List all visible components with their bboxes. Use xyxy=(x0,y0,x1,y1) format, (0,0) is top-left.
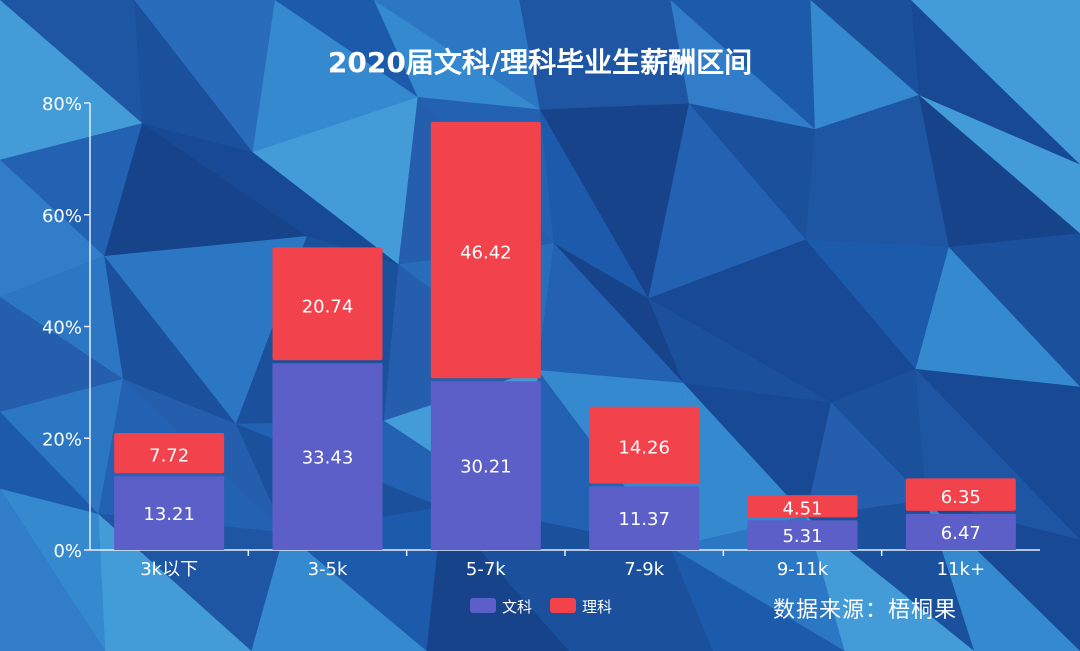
chart-title: 2020届文科/理科毕业生薪酬区间 xyxy=(328,46,752,79)
background-polygon xyxy=(0,123,143,257)
background-polygon xyxy=(0,488,106,651)
background-polygon xyxy=(910,0,1080,165)
background-polygon xyxy=(810,0,919,130)
bar-value-label: 4.51 xyxy=(782,499,822,520)
bar-segment xyxy=(114,476,225,550)
background-polygon xyxy=(948,233,1080,387)
bar-value-label: 14.26 xyxy=(618,438,670,459)
background-polygon xyxy=(688,103,815,240)
background-polygon xyxy=(0,488,106,651)
bar-value-label: 33.43 xyxy=(302,448,354,469)
background-polygon xyxy=(648,239,831,403)
legend-label: 文科 xyxy=(502,598,532,616)
background-polygon xyxy=(537,243,684,383)
bars: 13.21 7.72 33.43 20.74 30.21 46.42 11.37 14.26 5… xyxy=(114,121,1016,550)
background-polygon xyxy=(648,298,831,403)
bar-segment xyxy=(430,381,541,550)
background-polygon xyxy=(648,103,806,299)
bar-segment xyxy=(589,486,700,550)
bar-segment xyxy=(905,513,1016,550)
background-polygon xyxy=(805,129,949,248)
background-polygon xyxy=(519,0,689,110)
legend: 文科 理科 xyxy=(470,598,612,616)
background-polygon xyxy=(534,520,713,651)
bar-segment xyxy=(905,478,1016,511)
bar-value-label: 7.72 xyxy=(149,446,189,467)
legend-swatch xyxy=(470,598,496,613)
bar-value-label: 6.35 xyxy=(941,487,981,508)
x-tick-label: 7-9k xyxy=(624,559,664,580)
background-polygon xyxy=(806,402,926,517)
background-polygon xyxy=(251,532,427,651)
axes: 0% 20% 40% 60% 80% 3k以下 3-5k 5-7k 7-9k 9-11k 11k+ xyxy=(42,94,1040,580)
background-polygon xyxy=(274,0,418,98)
background-polygon xyxy=(910,0,1080,165)
bar-value-label: 20.74 xyxy=(302,296,354,317)
background-polygon xyxy=(539,103,689,299)
background-polygon xyxy=(918,95,1080,248)
bar-segment xyxy=(430,121,541,379)
y-tick-label: 80% xyxy=(42,94,82,115)
bar-value-label: 30.21 xyxy=(460,457,512,478)
bar-value-label: 46.42 xyxy=(460,243,512,264)
background-polygon xyxy=(252,0,418,153)
background-polygon xyxy=(0,378,123,514)
background-polygon xyxy=(539,109,649,299)
background-polygon xyxy=(814,95,949,248)
bar-segment xyxy=(272,363,383,550)
y-tick-label: 0% xyxy=(53,541,82,562)
background-polygon xyxy=(683,382,831,517)
background-polygon xyxy=(915,369,1080,540)
y-tick-label: 40% xyxy=(42,318,82,339)
background-polygon xyxy=(830,369,926,501)
background-polygon xyxy=(0,256,123,379)
bar-segment xyxy=(114,433,225,474)
background-polygon xyxy=(925,500,1080,651)
bar-value-label: 13.21 xyxy=(143,504,195,525)
bar-segment xyxy=(272,247,383,361)
y-tick-label: 20% xyxy=(42,429,82,450)
background-polygon xyxy=(805,239,916,403)
background-polygon xyxy=(252,97,418,265)
background-polygon xyxy=(0,297,123,412)
background-polygon xyxy=(553,243,684,383)
background-polygon xyxy=(670,0,815,130)
background-polygon xyxy=(915,247,1080,387)
bar-value-label: 11.37 xyxy=(618,509,670,530)
bar-value-label: 6.47 xyxy=(941,523,981,544)
x-tick-label: 11k+ xyxy=(937,559,985,580)
y-tick-label: 60% xyxy=(42,206,82,227)
background-polygon xyxy=(534,520,713,651)
data-source-note: 数据来源：梧桐果 xyxy=(773,598,958,623)
bar-segment xyxy=(747,520,858,550)
background-polygon xyxy=(104,123,307,257)
background-polygon xyxy=(0,0,143,160)
background-polygon xyxy=(134,0,275,153)
background-polygon xyxy=(0,411,99,514)
bar-segment xyxy=(589,406,700,484)
background-polygon xyxy=(0,159,105,298)
bar-value-label: 5.31 xyxy=(782,526,822,547)
background-polygon xyxy=(134,0,253,153)
background-polygon xyxy=(122,378,285,533)
bar-segment xyxy=(747,495,858,518)
legend-label: 理科 xyxy=(582,598,612,616)
x-tick-label: 9-11k xyxy=(777,559,829,580)
x-tick-label: 5-7k xyxy=(466,559,506,580)
background-polygon xyxy=(373,0,540,110)
background-polygon xyxy=(373,0,540,110)
x-tick-label: 3k以下 xyxy=(140,559,198,580)
background-polygon xyxy=(670,547,845,651)
background-polygon xyxy=(104,236,307,424)
background-polygon xyxy=(810,0,919,96)
background-polygon xyxy=(805,239,949,370)
background-polygon xyxy=(252,152,399,265)
legend-swatch xyxy=(550,598,576,613)
x-tick-label: 3-5k xyxy=(308,559,348,580)
background-polygon xyxy=(806,516,975,651)
background-polygon xyxy=(104,256,236,424)
